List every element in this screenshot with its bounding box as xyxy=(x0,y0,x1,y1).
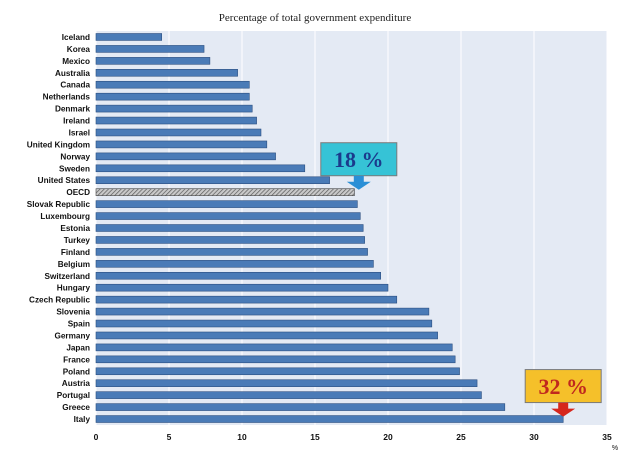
bar-spain xyxy=(95,319,433,328)
x-tick-label: 30 xyxy=(529,432,539,442)
bar-australia xyxy=(95,69,238,77)
x-tick-label: 25 xyxy=(456,432,466,442)
callouts: 18 % 32 % xyxy=(320,142,602,417)
category-label-norway: Norway xyxy=(60,152,90,161)
callout-arrow-icon xyxy=(551,402,576,417)
category-label-netherlands: Netherlands xyxy=(43,93,91,102)
category-label-mexico: Mexico xyxy=(62,57,90,66)
chart-title: Percentage of total government expenditu… xyxy=(219,12,412,24)
bar-korea xyxy=(95,45,205,53)
category-label-poland: Poland xyxy=(63,367,90,376)
category-label-hungary: Hungary xyxy=(57,284,91,293)
x-tick-label: 15 xyxy=(310,432,320,442)
category-label-luxembourg: Luxembourg xyxy=(40,212,90,221)
x-tick-label: 10 xyxy=(237,432,247,442)
category-label-united-states: United States xyxy=(38,176,91,185)
callout-label: 32 % xyxy=(538,374,588,399)
category-label-canada: Canada xyxy=(60,81,90,90)
bar-japan xyxy=(95,343,453,352)
category-label-israel: Israel xyxy=(69,128,90,137)
x-axis-ticks: 0 5 10 15 20 25 30 35 xyxy=(94,432,612,442)
bar-turkey xyxy=(95,236,365,244)
bar-belgium xyxy=(95,260,374,268)
bar-ireland xyxy=(95,116,257,125)
bar-portugal xyxy=(95,391,482,399)
callout-18: 18 % xyxy=(320,142,398,190)
category-label-turkey: Turkey xyxy=(64,236,91,245)
category-label-estonia: Estonia xyxy=(60,224,90,233)
category-label-japan: Japan xyxy=(66,343,90,352)
category-label-spain: Spain xyxy=(68,320,90,329)
bar-sweden xyxy=(95,164,306,173)
callout-box xyxy=(524,369,602,404)
bar-united-states xyxy=(95,176,330,185)
category-label-united-kingdom: United Kingdom xyxy=(27,140,90,149)
bar-israel xyxy=(95,128,262,137)
category-label-portugal: Portugal xyxy=(57,391,90,400)
category-label-denmark: Denmark xyxy=(55,105,90,114)
x-tick-label: 5 xyxy=(167,432,172,442)
category-label-belgium: Belgium xyxy=(58,260,90,269)
callout-label: 18 % xyxy=(334,147,384,172)
bar-mexico xyxy=(95,57,211,65)
bar-france xyxy=(95,355,456,364)
bar-austria xyxy=(95,379,478,387)
category-label-switzerland: Switzerland xyxy=(45,272,91,281)
bar-italy xyxy=(95,415,564,423)
category-label-germany: Germany xyxy=(55,331,91,340)
bar-series xyxy=(95,33,564,423)
category-label-austria: Austria xyxy=(62,379,91,388)
category-label-iceland: Iceland xyxy=(62,33,90,42)
category-label-czech-republic: Czech Republic xyxy=(29,296,90,305)
category-label-slovak-republic: Slovak Republic xyxy=(27,200,91,209)
category-label-slovenia: Slovenia xyxy=(56,308,90,317)
bar-germany xyxy=(95,331,438,340)
bar-switzerland xyxy=(95,271,382,280)
x-axis-unit: % xyxy=(612,445,618,450)
bar-norway xyxy=(95,152,276,161)
x-tick-label: 35 xyxy=(602,432,612,442)
bar-czech-republic xyxy=(95,295,398,304)
bar-estonia xyxy=(95,224,364,232)
bar-slovak-republic xyxy=(95,200,358,208)
category-label-finland: Finland xyxy=(61,248,90,257)
category-label-greece: Greece xyxy=(62,403,90,412)
x-tick-label: 0 xyxy=(94,432,99,442)
bar-netherlands xyxy=(95,92,250,101)
bar-poland xyxy=(95,367,460,376)
bar-greece xyxy=(95,403,506,411)
bar-denmark xyxy=(95,104,253,113)
category-label-australia: Australia xyxy=(55,69,90,78)
bar-hungary xyxy=(95,283,389,292)
x-tick-label: 20 xyxy=(383,432,393,442)
bar-oecd xyxy=(95,188,355,196)
category-label-france: France xyxy=(63,355,90,364)
category-label-italy: Italy xyxy=(74,415,91,424)
callout-arrow-icon xyxy=(346,175,371,190)
bar-slovenia xyxy=(95,307,430,316)
category-label-sweden: Sweden xyxy=(59,164,90,173)
bar-finland xyxy=(95,248,368,256)
callout-32: 32 % xyxy=(524,369,602,417)
category-labels: Iceland Korea Mexico Australia Canada Netherl… xyxy=(27,33,91,424)
bar-united-kingdom xyxy=(95,140,268,149)
category-label-oecd: OECD xyxy=(66,188,90,197)
category-label-ireland: Ireland xyxy=(63,117,90,126)
bar-canada xyxy=(95,80,250,89)
category-label-korea: Korea xyxy=(67,45,91,54)
bar-luxembourg xyxy=(95,212,361,220)
bar-iceland xyxy=(95,33,162,41)
